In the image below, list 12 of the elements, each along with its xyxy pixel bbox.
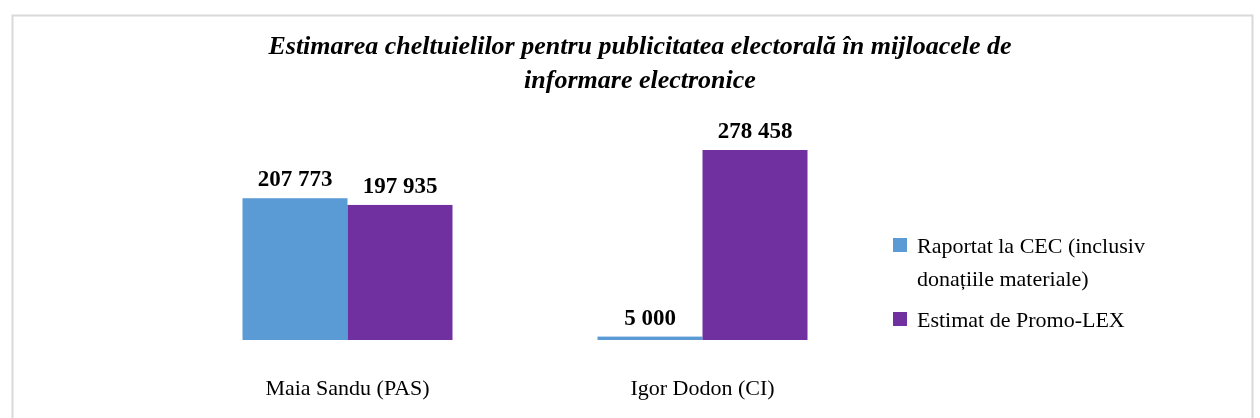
bar <box>347 204 453 340</box>
legend-label: Raportat la CEC (inclusiv donațiile materiale) <box>917 233 1145 291</box>
data-label: 278 458 <box>717 118 793 143</box>
bar <box>242 198 348 340</box>
chart-title: Estimarea cheltuielilor pentru publicitatea electorală în mijloacele de informare electronice <box>267 31 1012 94</box>
data-label: 197 935 <box>362 172 438 198</box>
x-tick-label: Igor Dodon (CI) <box>630 375 775 400</box>
data-label: 207 773 <box>257 166 333 192</box>
bar <box>702 150 808 340</box>
x-tick-label: Maia Sandu (PAS) <box>265 375 430 400</box>
data-label: 5 000 <box>624 304 676 330</box>
legend-label: Estimat de Promo-LEX <box>917 307 1125 332</box>
